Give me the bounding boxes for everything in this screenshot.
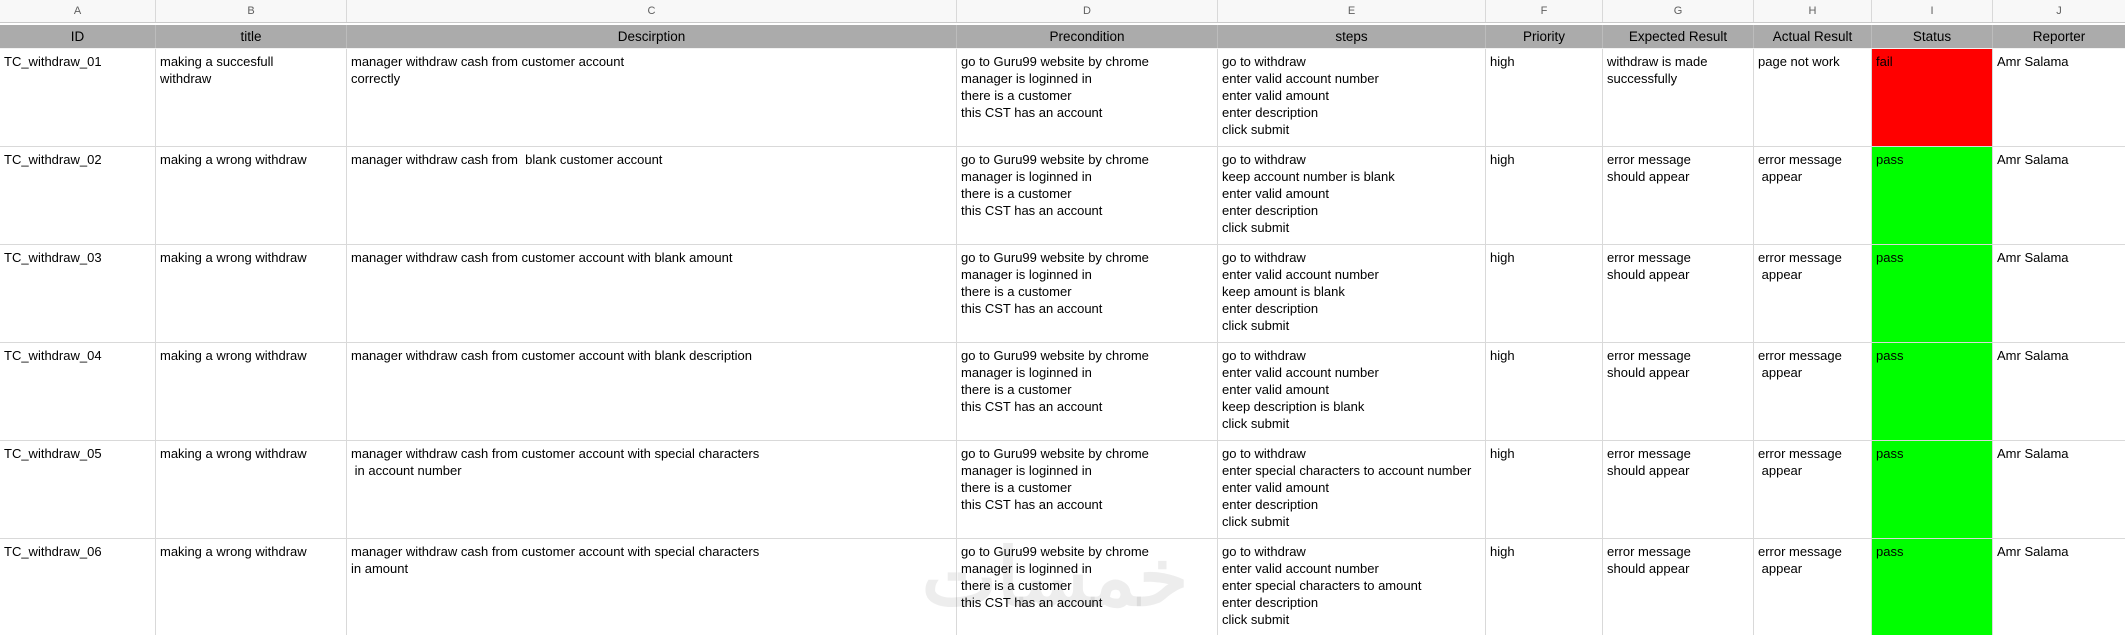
table-row: TC_withdraw_05 making a wrong withdraw man… [0, 441, 2125, 539]
cell-id[interactable]: TC_withdraw_04 [0, 343, 156, 440]
table-row: TC_withdraw_01 making a succesfull withdr… [0, 49, 2125, 147]
cell-description[interactable]: manager withdraw cash from customer acco… [347, 343, 957, 440]
table-row: TC_withdraw_03 making a wrong withdraw man… [0, 245, 2125, 343]
header-cell-steps[interactable]: steps [1218, 25, 1486, 48]
table-row: TC_withdraw_06 making a wrong withdraw man… [0, 539, 2125, 635]
cell-actual_result[interactable]: error message appear [1754, 245, 1872, 342]
column-letter-I[interactable]: I [1872, 0, 1993, 22]
column-letter-G[interactable]: G [1603, 0, 1754, 22]
cell-status[interactable]: pass [1872, 245, 1993, 342]
cell-steps[interactable]: go to withdraw enter valid account numbe… [1218, 343, 1486, 440]
cell-id[interactable]: TC_withdraw_02 [0, 147, 156, 244]
cell-reporter[interactable]: Amr Salama [1997, 446, 2069, 461]
cell-status[interactable]: pass [1872, 539, 1993, 635]
cell-id[interactable]: TC_withdraw_03 [0, 245, 156, 342]
cell-expected_result[interactable]: error message should appear [1603, 441, 1754, 538]
header-cell-priority[interactable]: Priority [1486, 25, 1603, 48]
header-cell-reporter[interactable]: Reporter [2032, 29, 2086, 44]
header-cell-id[interactable]: ID [0, 25, 156, 48]
cell-precondition[interactable]: go to Guru99 website by chrome manager i… [957, 441, 1218, 538]
cell-status[interactable]: pass [1872, 147, 1993, 244]
cell-status[interactable]: pass [1872, 343, 1993, 440]
cell-precondition[interactable]: go to Guru99 website by chrome manager i… [957, 147, 1218, 244]
cell-priority[interactable]: high [1486, 147, 1603, 244]
cell-reporter[interactable]: Amr Salama [1997, 54, 2069, 69]
cell-actual_result[interactable]: error message appear [1754, 441, 1872, 538]
cell-priority[interactable]: high [1486, 245, 1603, 342]
cell-precondition[interactable]: go to Guru99 website by chrome manager i… [957, 343, 1218, 440]
cell-id[interactable]: TC_withdraw_05 [0, 441, 156, 538]
column-letter-B[interactable]: B [156, 0, 347, 22]
column-letter-C[interactable]: C [347, 0, 957, 22]
header-cell-expected-result[interactable]: Expected Result [1603, 25, 1754, 48]
cell-priority[interactable]: high [1486, 441, 1603, 538]
cell-reporter[interactable]: Amr Salama [1997, 250, 2069, 265]
cell-title[interactable]: making a wrong withdraw [156, 539, 347, 635]
cell-expected_result[interactable]: error message should appear [1603, 343, 1754, 440]
cell-reporter[interactable]: Amr Salama [1997, 152, 2069, 167]
cell-steps[interactable]: go to withdraw enter valid account numbe… [1218, 539, 1486, 635]
cell-expected_result[interactable]: withdraw is made successfully [1603, 49, 1754, 146]
cell-id[interactable]: TC_withdraw_01 [0, 49, 156, 146]
header-cell-status[interactable]: Status [1872, 25, 1993, 48]
cell-precondition[interactable]: go to Guru99 website by chrome manager i… [957, 49, 1218, 146]
cell-description[interactable]: manager withdraw cash from customer acco… [347, 49, 957, 146]
cell-title[interactable]: making a wrong withdraw [156, 245, 347, 342]
column-letter-A[interactable]: A [0, 0, 156, 22]
header-cell-title[interactable]: title [156, 25, 347, 48]
column-letter-J[interactable]: J [2056, 5, 2062, 17]
cell-expected_result[interactable]: error message should appear [1603, 147, 1754, 244]
cell-description[interactable]: manager withdraw cash from customer acco… [347, 245, 957, 342]
cell-reporter[interactable]: Amr Salama [1997, 348, 2069, 363]
cell-steps[interactable]: go to withdraw enter valid account numbe… [1218, 245, 1486, 342]
cell-priority[interactable]: high [1486, 343, 1603, 440]
cell-actual_result[interactable]: error message appear [1754, 539, 1872, 635]
cell-actual_result[interactable]: error message appear [1754, 343, 1872, 440]
table-row: TC_withdraw_02 making a wrong withdraw man… [0, 147, 2125, 245]
cell-expected_result[interactable]: error message should appear [1603, 245, 1754, 342]
table-body: TC_withdraw_01 making a succesfull withdr… [0, 49, 2125, 635]
cell-steps[interactable]: go to withdraw enter valid account numbe… [1218, 49, 1486, 146]
cell-precondition[interactable]: go to Guru99 website by chrome manager i… [957, 539, 1218, 635]
cell-reporter[interactable]: Amr Salama [1997, 544, 2069, 559]
cell-steps[interactable]: go to withdraw keep account number is bl… [1218, 147, 1486, 244]
cell-title[interactable]: making a succesfull withdraw [156, 49, 347, 146]
cell-actual_result[interactable]: error message appear [1754, 147, 1872, 244]
cell-title[interactable]: making a wrong withdraw [156, 147, 347, 244]
cell-priority[interactable]: high [1486, 49, 1603, 146]
cell-title[interactable]: making a wrong withdraw [156, 343, 347, 440]
cell-expected_result[interactable]: error message should appear [1603, 539, 1754, 635]
cell-precondition[interactable]: go to Guru99 website by chrome manager i… [957, 245, 1218, 342]
header-cell-descirption[interactable]: Descirption [347, 25, 957, 48]
cell-priority[interactable]: high [1486, 539, 1603, 635]
cell-id[interactable]: TC_withdraw_06 [0, 539, 156, 635]
header-cell-actual-result[interactable]: Actual Result [1754, 25, 1872, 48]
cell-status[interactable]: pass [1872, 441, 1993, 538]
cell-title[interactable]: making a wrong withdraw [156, 441, 347, 538]
cell-description[interactable]: manager withdraw cash from customer acco… [347, 441, 957, 538]
column-letter-E[interactable]: E [1218, 0, 1486, 22]
column-letter-H[interactable]: H [1754, 0, 1872, 22]
column-letter-F[interactable]: F [1486, 0, 1603, 22]
cell-description[interactable]: manager withdraw cash from blank custome… [347, 147, 957, 244]
table-row: TC_withdraw_04 making a wrong withdraw man… [0, 343, 2125, 441]
header-cell-precondition[interactable]: Precondition [957, 25, 1218, 48]
cell-description[interactable]: manager withdraw cash from customer acco… [347, 539, 957, 635]
cell-status[interactable]: fail [1872, 49, 1993, 146]
column-letter-D[interactable]: D [957, 0, 1218, 22]
cell-steps[interactable]: go to withdraw enter special characters … [1218, 441, 1486, 538]
table-header-row: ID title Descirption Precondition steps Prior… [0, 23, 2125, 49]
cell-actual_result[interactable]: page not work [1754, 49, 1872, 146]
